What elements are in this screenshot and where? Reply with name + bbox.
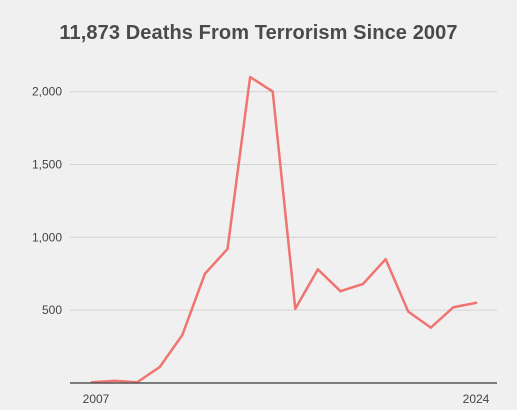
gridlines bbox=[70, 91, 497, 311]
data-point-2023 bbox=[452, 306, 455, 309]
y-tick-label: 2,000 bbox=[32, 85, 62, 99]
data-point-2019 bbox=[361, 282, 365, 286]
data-point-2021 bbox=[407, 310, 410, 313]
x-tick-label: 2007 bbox=[83, 392, 110, 406]
x-tick-label: 2024 bbox=[463, 392, 490, 406]
data-point-2014 bbox=[248, 75, 252, 79]
data-point-2022 bbox=[429, 326, 433, 329]
data-point-2018 bbox=[339, 290, 342, 293]
data-point-2011 bbox=[181, 333, 184, 337]
data-point-2020 bbox=[384, 257, 387, 261]
y-axis-ticks: 500 1,000 1,500 2,000 bbox=[32, 85, 62, 318]
data-point-2017 bbox=[316, 268, 320, 271]
data-point-2013 bbox=[226, 247, 229, 251]
x-axis-ticks: 2007 2024 bbox=[83, 392, 490, 406]
series-layer bbox=[90, 75, 478, 384]
data-point-2008 bbox=[113, 379, 116, 383]
chart-title: 11,873 Deaths From Terrorism Since 2007 bbox=[59, 22, 458, 44]
data-point-2010 bbox=[158, 365, 161, 369]
y-tick-label: 1,000 bbox=[32, 230, 62, 244]
y-tick-label: 1,500 bbox=[32, 157, 62, 171]
data-point-2012 bbox=[203, 272, 207, 275]
data-point-2024 bbox=[474, 301, 478, 305]
data-point-2016 bbox=[294, 307, 297, 310]
data-point-2015 bbox=[271, 90, 274, 93]
y-tick-label: 500 bbox=[42, 303, 62, 317]
series-line bbox=[90, 75, 478, 384]
